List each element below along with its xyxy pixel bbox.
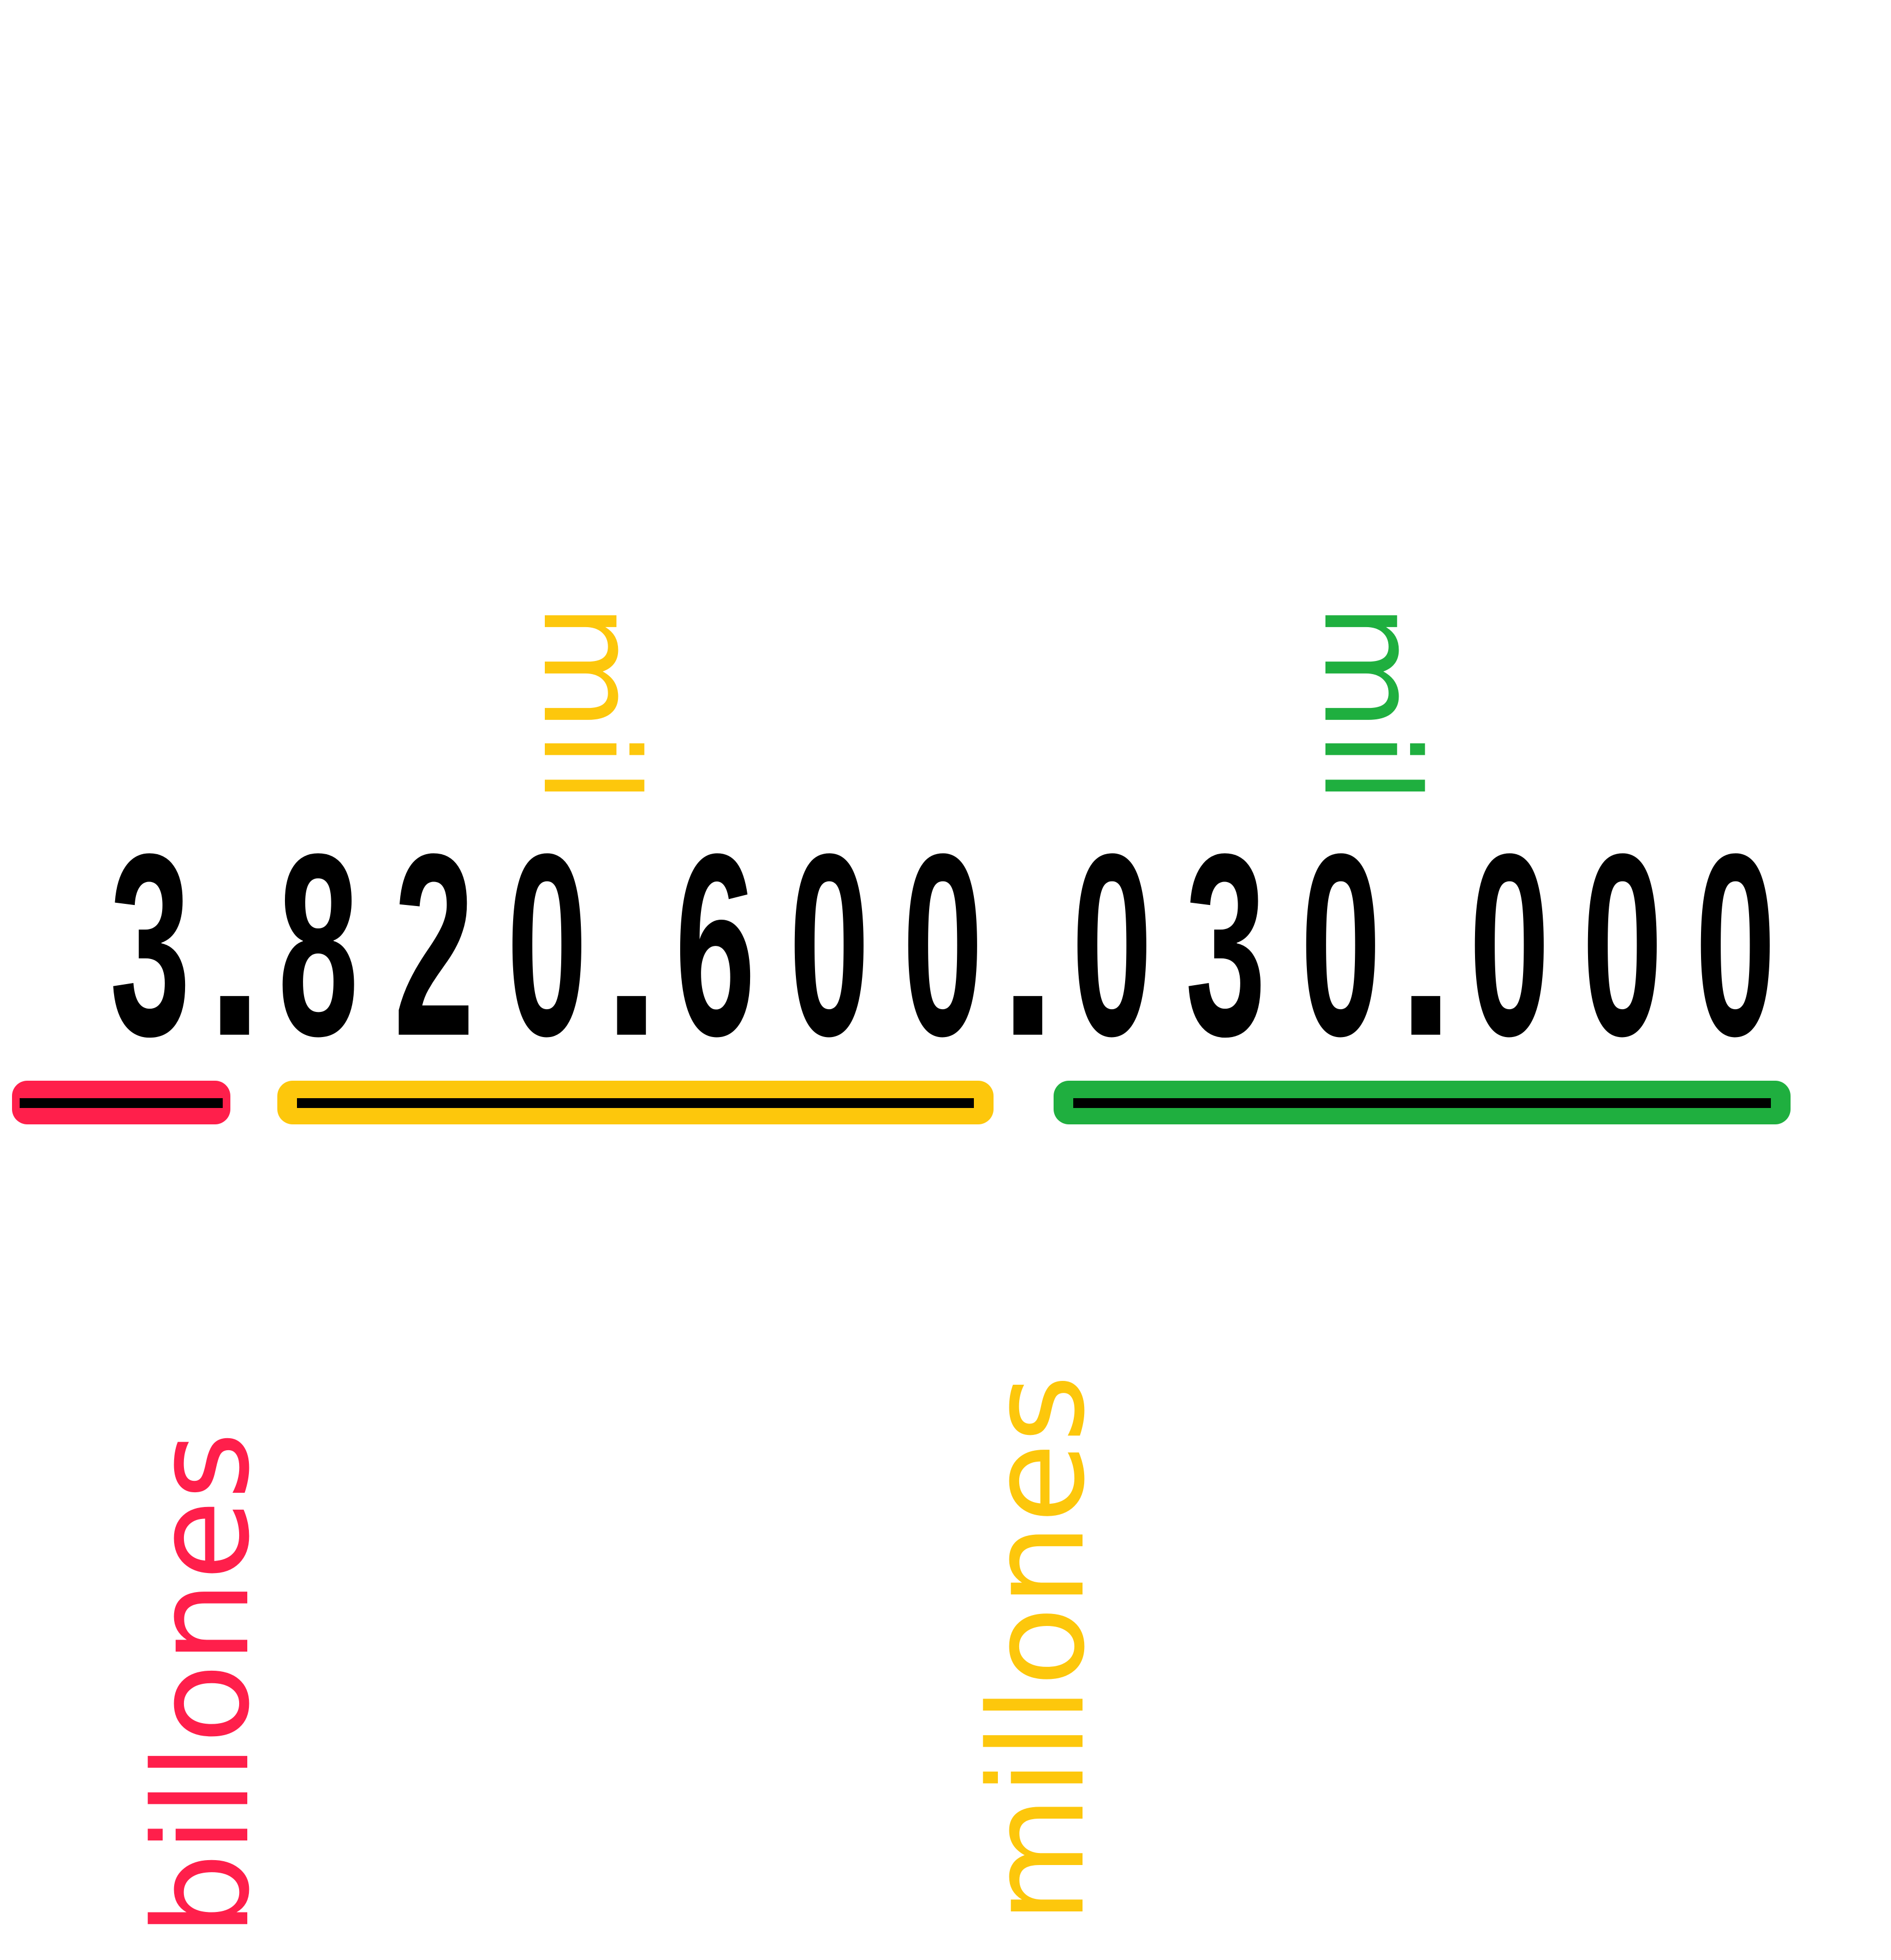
digit: 8 [278,800,359,1091]
digit: 0 [507,800,587,1091]
bracket-rule [1073,1098,1771,1108]
separator-dot: . [603,800,660,1091]
digit: 3 [110,800,191,1091]
digit: 2 [394,800,474,1091]
digit: 3 [1185,800,1266,1091]
digit: 0 [902,800,983,1091]
digit: 0 [789,800,870,1091]
separator-dot: . [1398,800,1454,1091]
digit: 0 [1300,800,1381,1091]
bracket-rule [20,1098,223,1108]
bracket-mil-billones-millones [277,1081,994,1124]
digit: 0 [1469,800,1550,1091]
separator-dot: . [1000,800,1056,1091]
digit: 0 [1072,800,1152,1091]
bracket-billones [12,1081,230,1124]
bracket-rule [297,1098,974,1108]
label-billones: billones [126,1431,278,1937]
separator-dot: . [206,800,263,1091]
label-millones: millones [961,1374,1114,1923]
label-mil-unidades: mil [1294,603,1447,804]
bracket-mil-unidades [1054,1081,1791,1124]
label-mil-billones: mil [514,603,667,804]
digit: 6 [675,800,756,1091]
digit: 0 [1582,800,1663,1091]
digit: 0 [1695,800,1776,1091]
